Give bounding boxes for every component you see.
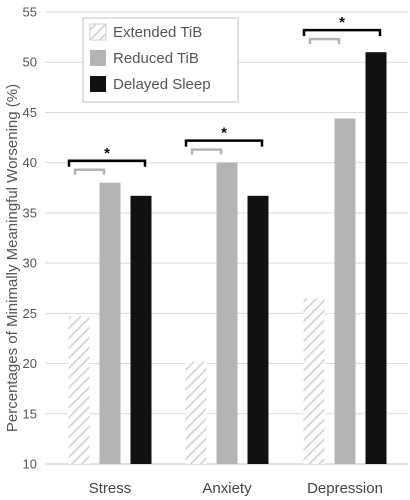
bar-delayed-sleep-depression <box>365 52 387 465</box>
bracket-delayed-sleep <box>184 139 264 147</box>
significance-star: * <box>104 145 110 162</box>
legend-swatch <box>90 50 106 66</box>
legend-swatch <box>89 23 107 41</box>
y-tick-label: 50 <box>23 55 37 70</box>
y-tick-label: 30 <box>23 256 37 271</box>
bracket-delayed-sleep <box>67 159 147 167</box>
significance-star: * <box>221 125 227 142</box>
bracket-delayed-sleep <box>302 28 382 37</box>
y-axis-ticks: 10 15 20 25 30 35 40 45 50 55 <box>23 5 37 472</box>
bar-reduced-tib-depression <box>334 118 356 465</box>
bracket-reduced-tib <box>190 148 223 155</box>
x-category-label: Anxiety <box>202 480 252 497</box>
bracket-reduced-tib <box>308 37 341 45</box>
bars <box>68 52 387 465</box>
bracket-reduced-tib <box>73 168 106 175</box>
legend-box <box>82 17 239 103</box>
y-tick-label: 40 <box>23 155 37 170</box>
x-category-label: Depression <box>307 480 383 497</box>
y-tick-label: 45 <box>23 105 37 120</box>
bar-delayed-sleep-anxiety <box>247 195 269 464</box>
y-tick-label: 25 <box>23 306 37 321</box>
bar-extended-tib-stress <box>68 316 90 464</box>
legend-label: Delayed Sleep <box>113 76 211 93</box>
y-axis-title: Percentages of Minimally Meaningful Wors… <box>4 84 21 432</box>
y-tick-label: 35 <box>23 205 37 220</box>
bar-reduced-tib-stress <box>99 182 121 464</box>
significance-brackets: * * * <box>67 14 382 175</box>
y-tick-label: 20 <box>23 356 37 371</box>
bar-extended-tib-anxiety <box>185 361 207 464</box>
bar-reduced-tib-anxiety <box>216 162 238 464</box>
legend-label: Extended TiB <box>113 24 202 41</box>
bar-extended-tib-depression <box>303 298 325 464</box>
legend-swatch <box>90 76 106 92</box>
x-category-label: Stress <box>89 480 132 497</box>
y-tick-label: 55 <box>23 5 37 20</box>
legend-label: Reduced TiB <box>113 50 199 67</box>
x-axis-categories: Stress Anxiety Depression <box>89 480 383 497</box>
legend: Extended TiB Reduced TiB Delayed Sleep <box>82 17 239 103</box>
y-tick-label: 10 <box>23 457 37 472</box>
significance-star: * <box>339 14 345 31</box>
bar-delayed-sleep-stress <box>130 195 152 464</box>
y-tick-label: 15 <box>23 406 37 421</box>
